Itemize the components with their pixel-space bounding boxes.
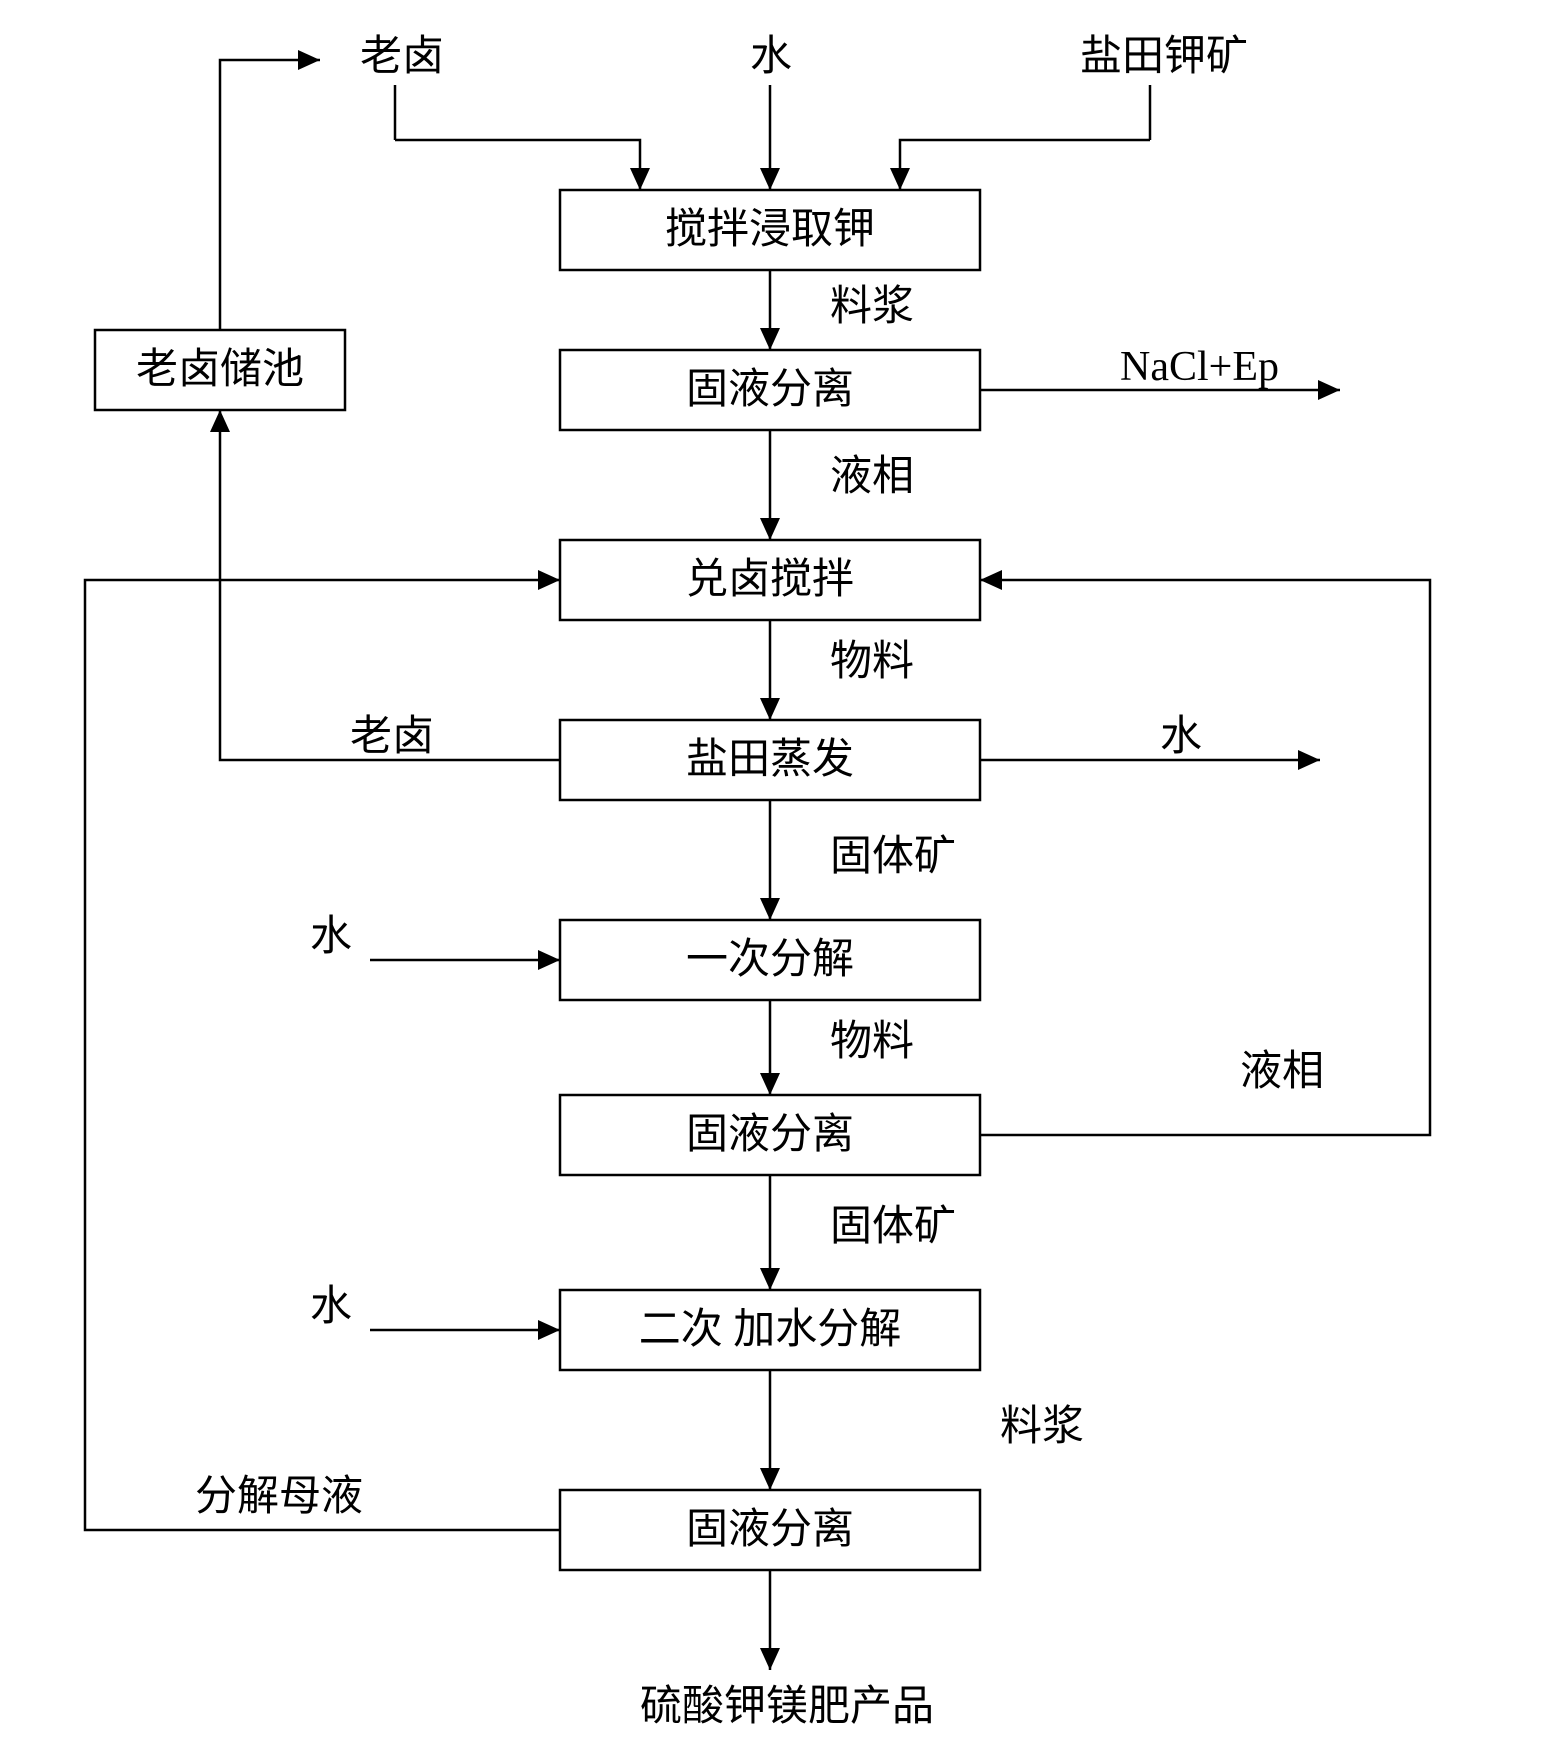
arrow-in-laolu-right (395, 140, 640, 190)
flowchart-canvas: 老卤储池搅拌浸取钾固液分离兑卤搅拌盐田蒸发一次分解固液分离二次 加水分解固液分离… (0, 0, 1567, 1761)
box-label-b7: 二次 加水分解 (639, 1307, 902, 1353)
box-label-b4: 盐田蒸发 (686, 737, 854, 783)
label-l2: 液相 (830, 454, 914, 500)
label-liq6: 液相 (1240, 1049, 1324, 1095)
box-label-b1: 搅拌浸取钾 (665, 207, 875, 253)
output-label: 硫酸钾镁肥产品 (640, 1684, 934, 1730)
box-label-b3: 兑卤搅拌 (686, 557, 854, 603)
label-nacl: NaCl+Ep (1120, 344, 1279, 390)
label-water: 水 (750, 34, 792, 80)
label-water_in7: 水 (310, 1284, 352, 1330)
label-l6: 固体矿 (830, 1204, 956, 1250)
label-l1: 料浆 (830, 284, 914, 330)
label-water_in5: 水 (310, 914, 352, 960)
label-l5: 物料 (830, 1019, 914, 1065)
box-label-b5: 一次分解 (686, 937, 854, 983)
box-label-reserve: 老卤储池 (136, 347, 304, 393)
label-l3: 物料 (830, 639, 914, 685)
label-laolu_out: 老卤 (350, 714, 434, 760)
arrow-b8-mother-left (85, 580, 560, 1530)
label-l7: 料浆 (1000, 1404, 1084, 1450)
arrow-b6-liq-right (980, 580, 1430, 1135)
arrow-in-ore-left (900, 140, 1150, 190)
label-laolu: 老卤 (360, 34, 444, 80)
label-water_out: 水 (1160, 714, 1202, 760)
label-ore: 盐田钾矿 (1080, 34, 1248, 80)
box-label-b8: 固液分离 (686, 1506, 854, 1553)
label-l4: 固体矿 (830, 834, 956, 880)
box-label-b2: 固液分离 (686, 366, 854, 413)
box-label-b6: 固液分离 (686, 1111, 854, 1158)
label-mother: 分解母液 (195, 1474, 363, 1520)
arrow-b4-laolu (220, 410, 560, 760)
arrow-reserve-up (220, 60, 320, 330)
